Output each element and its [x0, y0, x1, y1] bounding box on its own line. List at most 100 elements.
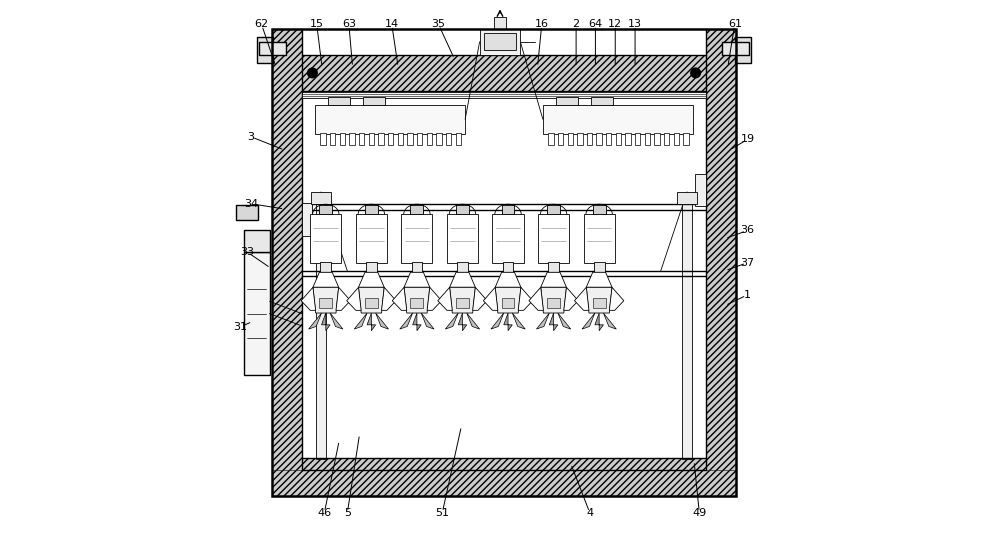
Bar [330, 133, 335, 145]
Bar [456, 205, 469, 214]
Bar [596, 133, 602, 145]
Bar [674, 133, 679, 145]
Text: 34: 34 [244, 199, 258, 209]
Bar [272, 29, 736, 496]
Bar [645, 133, 650, 145]
Polygon shape [483, 287, 498, 310]
Bar [502, 205, 514, 214]
Polygon shape [529, 287, 543, 310]
Bar [664, 133, 669, 145]
Bar [456, 298, 469, 308]
Polygon shape [404, 287, 430, 313]
Bar [616, 133, 621, 145]
Polygon shape [367, 313, 376, 331]
Bar [635, 133, 640, 145]
Polygon shape [354, 313, 367, 329]
Bar [410, 298, 423, 308]
Bar [272, 29, 302, 496]
Bar [311, 192, 331, 204]
Bar [502, 298, 514, 308]
Text: 16: 16 [535, 19, 549, 29]
Bar [625, 133, 631, 145]
Bar [319, 205, 332, 214]
Polygon shape [595, 313, 603, 331]
Bar [356, 214, 387, 263]
Bar [302, 203, 312, 236]
Bar [320, 262, 331, 272]
Bar [484, 33, 516, 50]
Bar [302, 55, 706, 91]
Polygon shape [491, 313, 504, 329]
Bar [584, 214, 615, 263]
Text: 3: 3 [247, 132, 254, 142]
Polygon shape [582, 313, 595, 329]
Bar [706, 29, 736, 496]
Text: 1: 1 [744, 290, 751, 300]
Bar [547, 298, 560, 308]
Polygon shape [427, 287, 442, 310]
Polygon shape [536, 313, 549, 329]
Polygon shape [376, 313, 389, 329]
Polygon shape [450, 272, 475, 287]
Text: 12: 12 [608, 19, 622, 29]
Bar [556, 97, 578, 105]
Bar [606, 133, 611, 145]
Bar [558, 133, 563, 145]
Bar [591, 97, 613, 105]
Bar [587, 133, 592, 145]
Bar [568, 133, 573, 145]
Bar [735, 37, 751, 63]
Bar [257, 37, 273, 63]
Bar [272, 470, 736, 496]
Text: 36: 36 [741, 226, 755, 235]
Bar [378, 133, 384, 145]
Bar [407, 133, 413, 145]
Bar [417, 133, 422, 145]
Bar [328, 97, 350, 105]
Polygon shape [400, 313, 413, 329]
Polygon shape [609, 287, 624, 310]
Polygon shape [336, 287, 350, 310]
Bar [365, 205, 378, 214]
Bar [302, 458, 706, 470]
Polygon shape [330, 313, 343, 329]
Bar [480, 29, 520, 55]
Bar [340, 133, 345, 145]
Bar [412, 262, 422, 272]
Bar [593, 298, 606, 308]
Polygon shape [313, 287, 339, 313]
Polygon shape [473, 287, 487, 310]
Polygon shape [358, 272, 384, 287]
Bar [320, 133, 326, 145]
Polygon shape [512, 313, 525, 329]
Polygon shape [541, 272, 566, 287]
Polygon shape [445, 313, 458, 329]
Text: 2: 2 [573, 19, 580, 29]
Bar [447, 214, 478, 263]
Bar [244, 252, 270, 375]
Text: 46: 46 [317, 509, 331, 518]
Bar [538, 214, 569, 263]
Polygon shape [322, 313, 330, 331]
Polygon shape [467, 313, 480, 329]
Polygon shape [358, 287, 384, 313]
Polygon shape [347, 287, 361, 310]
Polygon shape [603, 313, 616, 329]
Text: 61: 61 [728, 19, 742, 29]
Bar [436, 133, 442, 145]
Polygon shape [541, 287, 566, 313]
Bar [593, 205, 606, 214]
Circle shape [308, 68, 317, 78]
Bar [503, 262, 513, 272]
Polygon shape [438, 287, 452, 310]
Polygon shape [495, 287, 521, 313]
Text: 31: 31 [233, 322, 247, 332]
Polygon shape [586, 272, 612, 287]
Bar [695, 174, 706, 206]
Bar [302, 92, 706, 98]
Text: 35: 35 [431, 19, 445, 29]
Bar [494, 17, 506, 29]
Text: 37: 37 [741, 258, 755, 267]
Bar [594, 262, 605, 272]
Bar [310, 214, 341, 263]
